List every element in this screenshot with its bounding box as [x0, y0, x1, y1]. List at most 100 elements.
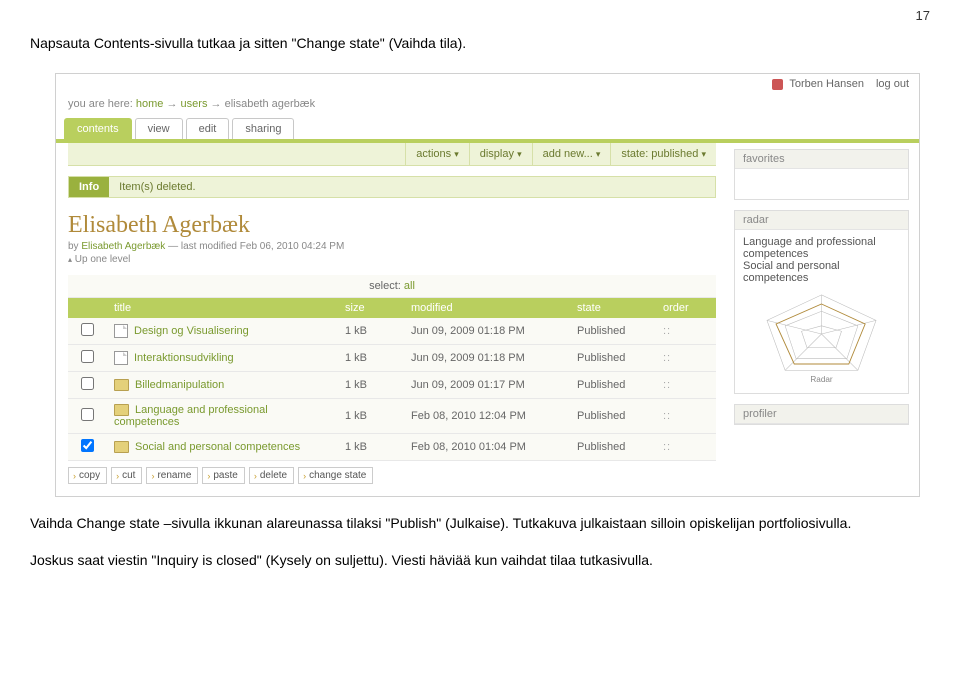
- user-link[interactable]: Torben Hansen: [772, 78, 864, 90]
- cell-size: 1 kB: [337, 399, 403, 434]
- row-checkbox[interactable]: [81, 323, 94, 336]
- col-state[interactable]: state: [569, 298, 655, 319]
- file-icon: [114, 324, 128, 338]
- breadcrumb-prefix: you are here:: [68, 98, 133, 110]
- logout-link[interactable]: log out: [876, 78, 909, 90]
- radar-box: radar Language and professional competen…: [734, 210, 909, 394]
- action-add-new[interactable]: add new... ▾: [532, 143, 611, 165]
- cell-modified: Jun 09, 2009 01:17 PM: [403, 372, 569, 399]
- cell-size: 1 kB: [337, 372, 403, 399]
- tab-sharing[interactable]: sharing: [232, 118, 294, 139]
- doc-paragraph-1: Napsauta Contents-sivulla tutkaa ja sitt…: [0, 27, 960, 63]
- table-row: Interaktionsudvikling 1 kBJun 09, 2009 01…: [68, 345, 716, 372]
- paste-button[interactable]: ›paste: [202, 467, 244, 484]
- top-bar: Torben Hansen log out: [56, 74, 919, 94]
- cell-modified: Feb 08, 2010 01:04 PM: [403, 434, 569, 461]
- order-handle[interactable]: ::: [655, 318, 716, 345]
- row-checkbox[interactable]: [81, 377, 94, 390]
- cell-modified: Jun 09, 2009 01:18 PM: [403, 345, 569, 372]
- main-column: actions ▾ display ▾ add new... ▾ state: …: [56, 143, 728, 496]
- table-row: Design og Visualisering 1 kBJun 09, 2009 …: [68, 318, 716, 345]
- delete-button[interactable]: ›delete: [249, 467, 294, 484]
- item-link[interactable]: Design og Visualisering: [134, 325, 249, 337]
- folder-icon: [114, 441, 129, 453]
- favorites-box: favorites: [734, 149, 909, 200]
- col-modified[interactable]: modified: [403, 298, 569, 319]
- action-actions[interactable]: actions ▾: [405, 143, 468, 165]
- folder-icon: [114, 379, 129, 391]
- favorites-head: favorites: [735, 150, 908, 169]
- action-display[interactable]: display ▾: [469, 143, 532, 165]
- action-state[interactable]: state: published ▾: [610, 143, 716, 165]
- cell-state: Published: [569, 345, 655, 372]
- radar-item-1[interactable]: Language and professional competences: [743, 236, 900, 260]
- doc-paragraph-2: Vaihda Change state –sivulla ikkunan ala…: [0, 507, 960, 543]
- profiler-box: profiler: [734, 404, 909, 425]
- user-name: Torben Hansen: [789, 78, 864, 90]
- listing-header-row: title size modified state order: [68, 298, 716, 319]
- radar-head: radar: [735, 211, 908, 230]
- doc-paragraph-3: Joskus saat viestin "Inquiry is closed" …: [0, 544, 960, 580]
- order-handle[interactable]: ::: [655, 372, 716, 399]
- table-row: Social and personal competences 1 kBFeb 0…: [68, 434, 716, 461]
- info-label: Info: [69, 177, 109, 197]
- action-row: actions ▾ display ▾ add new... ▾ state: …: [68, 143, 716, 166]
- change-state-button[interactable]: ›change state: [298, 467, 373, 484]
- page-title: Elisabeth Agerbæk: [68, 212, 716, 239]
- cell-size: 1 kB: [337, 318, 403, 345]
- rename-button[interactable]: ›rename: [146, 467, 198, 484]
- cell-state: Published: [569, 318, 655, 345]
- cell-state: Published: [569, 372, 655, 399]
- up-one-level[interactable]: ▴ Up one level: [68, 254, 716, 265]
- cut-button[interactable]: ›cut: [111, 467, 142, 484]
- tab-edit[interactable]: edit: [186, 118, 230, 139]
- content-listing: select: all title size modified state or…: [68, 275, 716, 461]
- file-icon: [114, 351, 128, 365]
- select-all-row: select: all: [68, 275, 716, 298]
- col-order: order: [655, 298, 716, 319]
- info-bar: Info Item(s) deleted.: [68, 176, 716, 198]
- profiler-head: profiler: [735, 405, 908, 424]
- user-icon: [772, 79, 783, 90]
- order-handle[interactable]: ::: [655, 434, 716, 461]
- row-checkbox[interactable]: [81, 350, 94, 363]
- item-link[interactable]: Interaktionsudvikling: [134, 352, 234, 364]
- cell-size: 1 kB: [337, 434, 403, 461]
- page-number: 17: [0, 0, 960, 27]
- breadcrumb-current: elisabeth agerbæk: [225, 98, 316, 110]
- table-row: Billedmanipulation 1 kBJun 09, 2009 01:17…: [68, 372, 716, 399]
- order-handle[interactable]: ::: [655, 345, 716, 372]
- order-handle[interactable]: ::: [655, 399, 716, 434]
- item-link[interactable]: Billedmanipulation: [135, 379, 224, 391]
- info-text: Item(s) deleted.: [109, 177, 205, 197]
- tab-view[interactable]: view: [135, 118, 183, 139]
- radar-caption: Radar: [810, 375, 833, 384]
- breadcrumb-home[interactable]: home: [136, 98, 164, 110]
- cell-state: Published: [569, 434, 655, 461]
- cell-modified: Jun 09, 2009 01:18 PM: [403, 318, 569, 345]
- tab-contents[interactable]: contents: [64, 118, 132, 139]
- button-row: ›copy›cut›rename›paste ›delete›change sta…: [68, 467, 716, 484]
- col-title[interactable]: title: [106, 298, 337, 319]
- byline: by Elisabeth Agerbæk — last modified Feb…: [68, 241, 716, 252]
- tabs-row: contents view edit sharing: [56, 118, 919, 143]
- table-row: Language and professional competences 1 k…: [68, 399, 716, 434]
- item-link[interactable]: Social and personal competences: [135, 441, 300, 453]
- breadcrumb: you are here: home → users → elisabeth a…: [56, 94, 919, 118]
- cell-size: 1 kB: [337, 345, 403, 372]
- row-checkbox[interactable]: [81, 439, 94, 452]
- cell-state: Published: [569, 399, 655, 434]
- item-link[interactable]: Language and professional competences: [114, 404, 268, 428]
- cell-modified: Feb 08, 2010 12:04 PM: [403, 399, 569, 434]
- copy-button[interactable]: ›copy: [68, 467, 107, 484]
- byline-author-link[interactable]: Elisabeth Agerbæk: [81, 241, 165, 252]
- col-size[interactable]: size: [337, 298, 403, 319]
- radar-item-2[interactable]: Social and personal competences: [743, 260, 900, 284]
- row-checkbox[interactable]: [81, 408, 94, 421]
- folder-icon: [114, 404, 129, 416]
- radar-chart: Radar: [743, 284, 900, 384]
- screenshot: Torben Hansen log out you are here: home…: [55, 73, 920, 497]
- sidebar: favorites radar Language and professiona…: [728, 143, 919, 496]
- breadcrumb-users[interactable]: users: [181, 98, 208, 110]
- select-all-link[interactable]: all: [404, 280, 415, 292]
